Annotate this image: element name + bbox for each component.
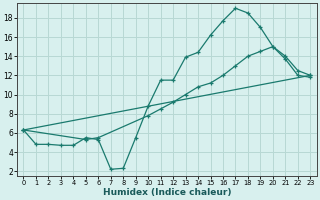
X-axis label: Humidex (Indice chaleur): Humidex (Indice chaleur) [103,188,231,197]
